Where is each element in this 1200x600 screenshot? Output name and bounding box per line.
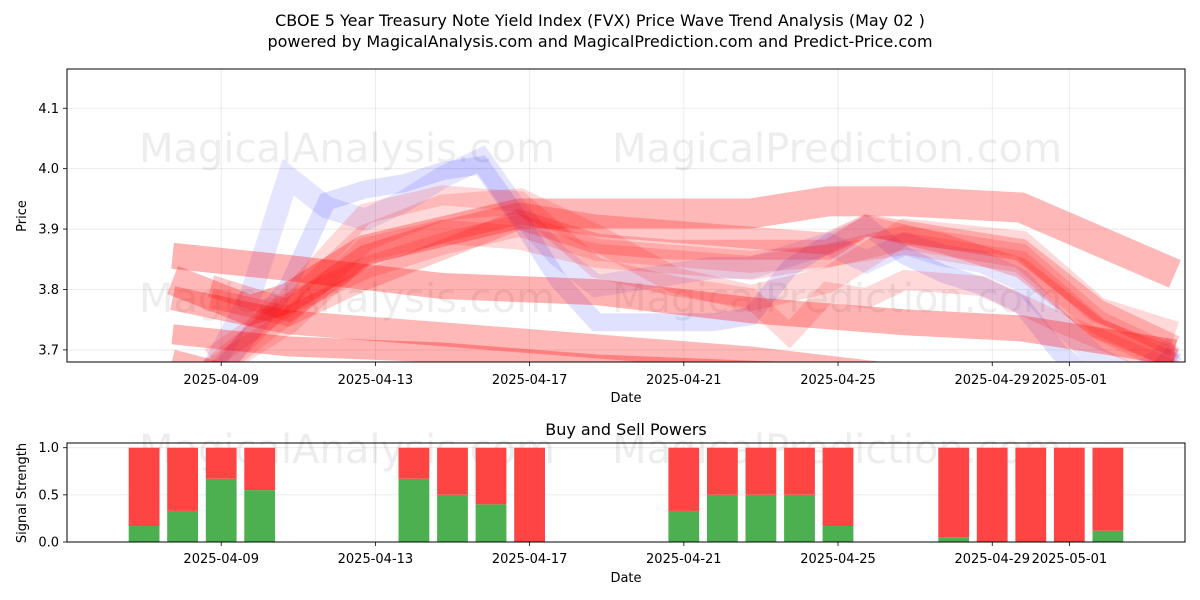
price-y-tick-label: 3.7 (38, 343, 59, 358)
sell-power-bar (475, 447, 507, 505)
price-wave-line (207, 202, 1180, 357)
buy-power-bar (167, 510, 198, 542)
price-wave-line (204, 219, 1181, 362)
buy-power-bar (398, 478, 430, 542)
power-x-ticks: 2025-04-09 2025-04-13 2025-04-17 2025-04-21… (183, 542, 1107, 567)
chart-subtitle: powered by MagicalAnalysis.com and Magic… (267, 32, 932, 51)
price-y-tick-label: 4.0 (38, 162, 59, 177)
price-x-tick-label: 2025-04-25 (800, 373, 876, 388)
price-x-tick-label: 2025-04-17 (492, 373, 568, 388)
price-wave-line (167, 186, 1181, 327)
price-wave-line (171, 242, 1177, 362)
power-x-tick-label: 2025-04-09 (183, 552, 259, 567)
buy-power-bar (475, 504, 507, 542)
price-x-label: Date (610, 391, 641, 406)
buy-power-bar (784, 494, 815, 542)
power-x-tick-label: 2025-04-17 (492, 552, 568, 567)
sell-power-bar (128, 447, 160, 526)
price-y-label: Price (15, 200, 30, 232)
price-wave-line (216, 155, 1182, 362)
power-y-ticks: 0.0 0.5 1.0 (38, 441, 67, 551)
buy-power-bar (1092, 530, 1124, 542)
power-y-tick-label: 0.0 (38, 536, 59, 551)
price-x-tick-label: 2025-04-29 (954, 373, 1030, 388)
price-y-tick-label: 3.9 (38, 223, 59, 238)
power-y-tick-label: 1.0 (38, 441, 59, 456)
sell-power-bar (1015, 447, 1047, 542)
power-x-tick-label: 2025-04-21 (646, 552, 722, 567)
price-watermark-4: MagicalPrediction.com (612, 276, 1062, 322)
price-gridlines (67, 69, 1185, 362)
price-panel: MagicalAnalysis.com MagicalPrediction.co… (15, 68, 1186, 406)
power-x-tick-label: 2025-04-25 (800, 552, 876, 567)
sell-power-bar (398, 447, 430, 479)
price-wave-line (208, 209, 1179, 362)
power-x-label: Date (610, 571, 641, 586)
price-watermark-3: MagicalAnalysis.com (139, 276, 555, 322)
buy-power-bar (437, 494, 468, 542)
power-frame (66, 442, 1186, 543)
price-wave-line (204, 214, 1180, 362)
sell-power-bar (1053, 447, 1085, 542)
sell-power-bar (1092, 447, 1124, 531)
power-title: Buy and Sell Powers (545, 420, 707, 439)
sell-power-bar (976, 447, 1008, 542)
price-watermark-2: MagicalPrediction.com (612, 126, 1062, 172)
price-x-tick-label: 2025-04-21 (646, 373, 722, 388)
power-y-tick-label: 0.5 (38, 488, 59, 503)
sell-power-bar (707, 447, 738, 495)
sell-power-bar (745, 447, 777, 495)
sell-power-bar (938, 447, 970, 538)
price-y-ticks: 3.7 3.8 3.9 4.0 4.1 (38, 102, 67, 358)
buy-power-bar (244, 490, 276, 542)
price-x-tick-label: 2025-04-09 (183, 373, 259, 388)
power-x-tick-label: 2025-04-13 (338, 552, 414, 567)
sell-power-bar (514, 447, 545, 542)
sell-power-bar (244, 447, 276, 491)
price-x-ticks: 2025-04-09 2025-04-13 2025-04-17 2025-04-21… (183, 362, 1107, 388)
power-bars (128, 447, 1124, 542)
sell-power-bar (437, 447, 468, 495)
price-plot-area (67, 69, 1185, 362)
price-wave-line (171, 324, 787, 362)
buy-power-bar (707, 494, 738, 542)
price-x-tick-label: 2025-05-01 (1032, 373, 1108, 388)
price-frame (66, 68, 1186, 363)
price-y-tick-label: 4.1 (38, 102, 59, 117)
sell-power-bar (167, 447, 198, 511)
price-wave-line (203, 145, 1182, 362)
price-y-tick-label: 3.8 (38, 283, 59, 298)
power-x-tick-label: 2025-04-29 (954, 552, 1030, 567)
buy-power-bar (205, 478, 237, 542)
power-panel: Buy and Sell Powers MagicalAnalysis.com … (15, 420, 1186, 586)
price-clip (167, 145, 1182, 362)
price-watermark-1: MagicalAnalysis.com (139, 126, 555, 172)
power-y-label: Signal Strength (15, 443, 30, 543)
sell-power-bar (822, 447, 854, 526)
sell-power-bar (784, 447, 815, 495)
sell-power-bar (205, 447, 237, 479)
buy-power-bar (128, 526, 160, 542)
price-wave-line (211, 185, 1179, 362)
sell-power-bar (668, 447, 700, 511)
power-x-tick-label: 2025-05-01 (1032, 552, 1108, 567)
buy-power-bar (745, 494, 777, 542)
price-wave-line (203, 188, 1179, 362)
price-series-group (167, 145, 1182, 362)
chart-title: CBOE 5 Year Treasury Note Yield Index (F… (275, 11, 925, 30)
buy-power-bar (668, 510, 700, 542)
price-wave-line (170, 286, 884, 362)
buy-power-bar (822, 526, 854, 542)
price-x-tick-label: 2025-04-13 (338, 373, 414, 388)
buy-power-bar (938, 537, 970, 542)
